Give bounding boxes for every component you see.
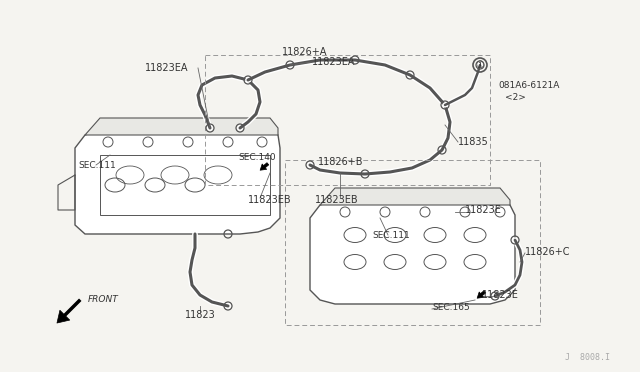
- Text: 11823EB: 11823EB: [248, 195, 292, 205]
- Text: 11823EA: 11823EA: [312, 57, 355, 67]
- Text: SEC.140: SEC.140: [238, 154, 276, 163]
- Circle shape: [495, 207, 505, 217]
- Circle shape: [103, 137, 113, 147]
- Polygon shape: [85, 118, 278, 135]
- Text: <2>: <2>: [505, 93, 526, 102]
- Text: 11823EB: 11823EB: [315, 195, 358, 205]
- Bar: [100, 155, 270, 215]
- Circle shape: [420, 207, 430, 217]
- Text: ①: ①: [476, 60, 484, 70]
- Polygon shape: [320, 188, 510, 205]
- Text: 11826+C: 11826+C: [525, 247, 570, 257]
- Text: J  8008.I: J 8008.I: [565, 353, 610, 362]
- Text: 11823E: 11823E: [465, 205, 502, 215]
- Text: 11823E: 11823E: [482, 290, 519, 300]
- Text: 11826+A: 11826+A: [282, 47, 328, 57]
- Text: 11823EA: 11823EA: [145, 63, 188, 73]
- Polygon shape: [310, 198, 515, 304]
- Text: 11823: 11823: [184, 310, 216, 320]
- Text: 11835: 11835: [458, 137, 489, 147]
- Text: 11826+B: 11826+B: [318, 157, 364, 167]
- Text: FRONT: FRONT: [88, 295, 119, 305]
- Text: SEC.111: SEC.111: [78, 160, 116, 170]
- Circle shape: [340, 207, 350, 217]
- Circle shape: [460, 207, 470, 217]
- Circle shape: [183, 137, 193, 147]
- Text: 081A6-6121A: 081A6-6121A: [498, 80, 559, 90]
- Circle shape: [380, 207, 390, 217]
- Polygon shape: [75, 128, 280, 234]
- Circle shape: [257, 137, 267, 147]
- Circle shape: [223, 137, 233, 147]
- Text: SEC.165: SEC.165: [432, 304, 470, 312]
- Circle shape: [143, 137, 153, 147]
- Text: SEC.111: SEC.111: [372, 231, 410, 240]
